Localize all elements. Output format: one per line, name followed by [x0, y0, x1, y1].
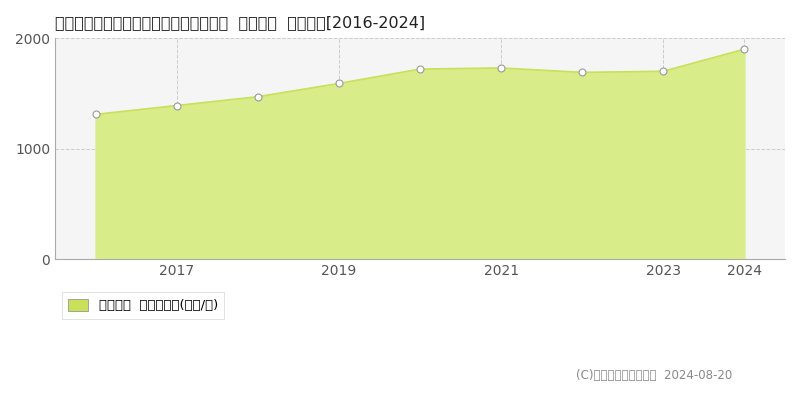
Point [576, 69, 589, 76]
Legend: 地価公示  平均坪単価(万円/坪): 地価公示 平均坪単価(万円/坪) [62, 292, 224, 319]
Text: (C)土地価格ドットコム  2024-08-20: (C)土地価格ドットコム 2024-08-20 [576, 369, 732, 382]
Point [494, 65, 507, 71]
Point [333, 80, 346, 87]
Text: 東京都千代田区神田錦町１丁目６番１外  地価公示  地価推移[2016-2024]: 東京都千代田区神田錦町１丁目６番１外 地価公示 地価推移[2016-2024] [55, 15, 425, 30]
Point [170, 102, 183, 109]
Point [657, 68, 670, 74]
Point [89, 111, 102, 118]
Point [251, 94, 264, 100]
Point [738, 46, 751, 52]
Point [414, 66, 426, 72]
